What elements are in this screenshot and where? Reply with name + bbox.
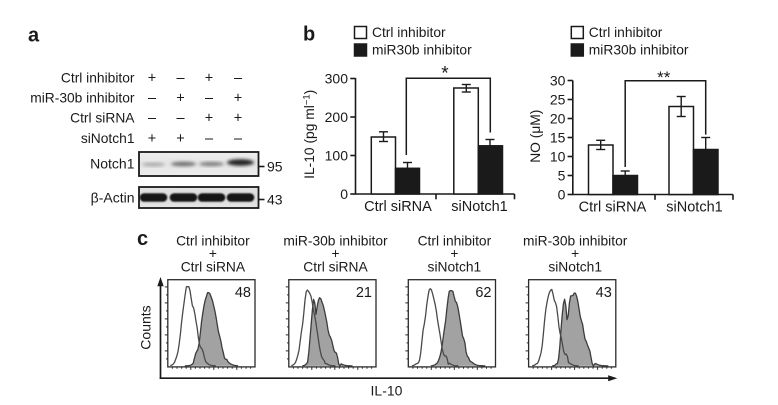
svg-text:+: + [205,71,213,87]
svg-text:30: 30 [550,72,566,88]
svg-text:miR-30b inhibitor: miR-30b inhibitor [30,91,135,106]
svg-text:0: 0 [558,186,566,202]
svg-text:21: 21 [356,285,372,301]
svg-text:–: – [176,71,185,87]
svg-text:–: – [205,91,214,107]
svg-text:b: b [303,24,315,46]
svg-text:c: c [137,228,148,250]
svg-text:Ctrl inhibitor: Ctrl inhibitor [372,25,446,40]
svg-text:siNotch1: siNotch1 [451,199,507,215]
svg-text:43: 43 [267,192,283,208]
svg-text:–: – [148,91,157,107]
svg-text:+: + [209,246,217,261]
svg-text:β-Actin: β-Actin [91,190,135,206]
svg-text:–: – [148,111,157,127]
svg-text:20: 20 [550,110,566,126]
svg-text:a: a [28,25,40,47]
svg-text:Ctrl inhibitor: Ctrl inhibitor [418,234,492,249]
svg-text:siNotch1: siNotch1 [81,131,135,146]
svg-text:10: 10 [550,148,566,164]
svg-text:siNotch1: siNotch1 [666,200,722,216]
svg-text:Notch1: Notch1 [90,156,135,172]
svg-text:Ctrl siRNA: Ctrl siRNA [70,111,135,126]
svg-text:43: 43 [596,285,612,301]
svg-text:–: – [176,111,185,127]
svg-text:miR30b inhibitor: miR30b inhibitor [372,43,472,58]
svg-text:miR-30b inhibitor: miR-30b inhibitor [283,234,388,249]
svg-text:Counts: Counts [138,305,154,349]
svg-text:95: 95 [267,159,283,175]
svg-text:+: + [176,131,184,147]
svg-text:+: + [148,131,156,147]
svg-text:100: 100 [325,147,349,163]
svg-text:Ctrl inhibitor: Ctrl inhibitor [61,71,135,86]
svg-text:–: – [234,131,243,147]
svg-text:+: + [205,111,213,127]
svg-text:300: 300 [325,70,349,86]
svg-text:–: – [205,131,214,147]
svg-text:+: + [571,246,579,261]
svg-text:Ctrl inhibitor: Ctrl inhibitor [589,25,663,40]
svg-text:IL-10: IL-10 [371,382,403,398]
svg-text:siNotch1: siNotch1 [428,260,482,275]
svg-text:–: – [234,71,243,87]
svg-text:+: + [176,91,184,107]
svg-text:Ctrl siRNA: Ctrl siRNA [364,199,432,215]
svg-text:+: + [234,111,242,127]
svg-text:NO (μM): NO (μM) [528,110,543,163]
svg-text:**: ** [657,68,671,87]
svg-text:Ctrl inhibitor: Ctrl inhibitor [176,234,250,249]
svg-text:48: 48 [235,285,251,301]
svg-text:62: 62 [475,285,491,301]
svg-text:+: + [234,91,242,107]
svg-text:Ctrl siRNA: Ctrl siRNA [579,200,647,216]
svg-text:15: 15 [550,129,566,145]
svg-text:IL-10 (pg ml−1): IL-10 (pg ml−1) [301,90,317,179]
svg-text:0: 0 [340,186,348,202]
svg-text:+: + [450,246,458,261]
svg-text:miR-30b inhibitor: miR-30b inhibitor [523,234,628,249]
svg-text:+: + [148,71,156,87]
svg-text:5: 5 [558,167,566,183]
svg-text:200: 200 [325,109,349,125]
svg-text:Ctrl siRNA: Ctrl siRNA [181,260,246,275]
svg-text:*: * [441,64,449,85]
svg-text:25: 25 [550,91,566,107]
svg-text:+: + [331,246,339,261]
svg-text:miR30b inhibitor: miR30b inhibitor [589,43,689,58]
svg-text:Ctrl siRNA: Ctrl siRNA [303,260,368,275]
svg-text:siNotch1: siNotch1 [548,260,602,275]
